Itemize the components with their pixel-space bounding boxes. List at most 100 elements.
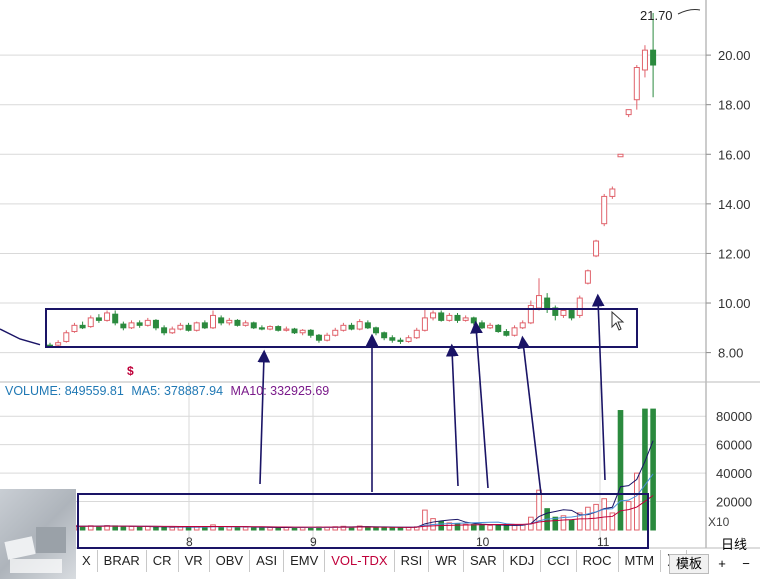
volume-bar: [397, 527, 404, 531]
candle-body: [95, 317, 102, 321]
candle-body: [348, 324, 355, 330]
candle-body: [470, 317, 477, 324]
volume-bar: [462, 523, 469, 531]
volume-bar: [576, 512, 583, 531]
volume-bar: [389, 526, 396, 531]
candle-body: [267, 326, 274, 330]
volume-bar: [356, 525, 363, 531]
volume-tick-label: 60000: [716, 438, 752, 453]
price-tick-label: 10.00: [718, 296, 751, 311]
consolidation-box: [45, 308, 638, 348]
candle-body: [128, 322, 135, 329]
candle-body: [161, 327, 168, 334]
candle-body: [397, 339, 404, 342]
candle-body: [536, 295, 542, 309]
tab-14[interactable]: MTM: [619, 550, 662, 572]
volume-bar: [250, 526, 257, 531]
grid-lines: [0, 54, 706, 548]
volume-bar: [422, 509, 428, 531]
ma5-line: [49, 440, 654, 529]
candle-body: [250, 322, 257, 329]
volume-bar: [511, 524, 518, 531]
price-tick-label: 8.00: [718, 346, 743, 361]
candle-body: [389, 337, 396, 341]
tab-12[interactable]: CCI: [541, 550, 577, 572]
tab-2[interactable]: CR: [147, 550, 179, 572]
tab-7[interactable]: VOL-TDX: [325, 550, 395, 572]
candle-body: [462, 317, 469, 321]
tab-4[interactable]: OBV: [210, 550, 251, 572]
candle-body: [275, 326, 282, 331]
candle-body: [633, 67, 640, 101]
tab-11[interactable]: KDJ: [504, 550, 542, 572]
volume-bar: [609, 512, 616, 531]
candle-body: [584, 270, 591, 284]
volume-bar: [185, 526, 192, 531]
candle-body: [152, 319, 159, 329]
volume-bar: [242, 526, 249, 531]
candle-body: [544, 297, 551, 309]
tab-5[interactable]: ASI: [250, 550, 285, 572]
candle-body: [283, 328, 290, 331]
volume-bar: [381, 526, 387, 531]
candle-body: [201, 322, 208, 329]
volume-bar: [503, 525, 510, 531]
tab-3[interactable]: VR: [179, 550, 210, 572]
ma-lines: [49, 440, 654, 529]
candle-body: [120, 323, 127, 329]
tab-13[interactable]: ROC: [577, 550, 619, 572]
tab-9[interactable]: WR: [429, 550, 464, 572]
candle-body: [185, 324, 192, 331]
candle-body: [625, 109, 632, 116]
candle-body: [218, 317, 225, 324]
candle-body: [593, 240, 600, 257]
tab-1[interactable]: BRAR: [98, 550, 147, 572]
tab-6[interactable]: EMV: [284, 550, 326, 572]
volume-bar: [479, 524, 485, 531]
volume-bar: [161, 526, 167, 531]
ma10-value: MA10: 332925.69: [230, 384, 330, 398]
volume-bar: [487, 524, 493, 531]
candle-body: [332, 329, 339, 336]
volume-bar: [568, 519, 575, 531]
tab-0[interactable]: X: [76, 550, 98, 572]
trade-marker: $: [127, 364, 134, 378]
volume-unit-label: X10: [708, 515, 730, 529]
candle-body: [299, 329, 306, 334]
volume-bar: [128, 525, 135, 531]
indicator-tabs: X BRAR CR VR OBV ASI EMV VOL-TDX RSI WR SAR KDJ CCI R…: [76, 550, 688, 572]
annotation-arrow: [257, 349, 271, 485]
annotation-arrow: [470, 320, 489, 489]
candle-body: [169, 328, 176, 334]
candle-body: [576, 297, 583, 316]
candle-body: [112, 313, 119, 324]
candle-body: [601, 195, 608, 225]
candle-body: [315, 334, 322, 341]
candle-body: [136, 322, 143, 326]
candle-body: [519, 322, 526, 329]
volume-bar: [153, 526, 159, 531]
tab-10[interactable]: SAR: [464, 550, 504, 572]
ma20-line: [49, 495, 654, 528]
candle-body: [527, 305, 534, 324]
volume-value: VOLUME: 849559.81: [5, 384, 124, 398]
template-button[interactable]: 模板: [669, 554, 709, 574]
candle-body: [568, 309, 575, 319]
price-tick-label: 18.00: [718, 98, 751, 113]
candle-body: [356, 321, 363, 330]
price-tick-label: 12.00: [718, 246, 751, 261]
volume-bar: [625, 501, 632, 531]
candle-body: [454, 314, 461, 321]
zoom-in-button[interactable]: +: [718, 556, 726, 571]
tab-8[interactable]: RSI: [395, 550, 430, 572]
volume-bars: [47, 408, 656, 531]
candle-body: [617, 153, 624, 158]
volume-tick-label: 40000: [716, 466, 752, 481]
volume-bar: [471, 524, 477, 531]
volume-tick-label: 20000: [716, 495, 752, 510]
peak-arrow: [677, 9, 701, 15]
candle-body: [193, 322, 200, 331]
volume-bar: [96, 526, 102, 531]
volume-bar: [617, 410, 624, 531]
zoom-out-button[interactable]: −: [742, 556, 750, 571]
